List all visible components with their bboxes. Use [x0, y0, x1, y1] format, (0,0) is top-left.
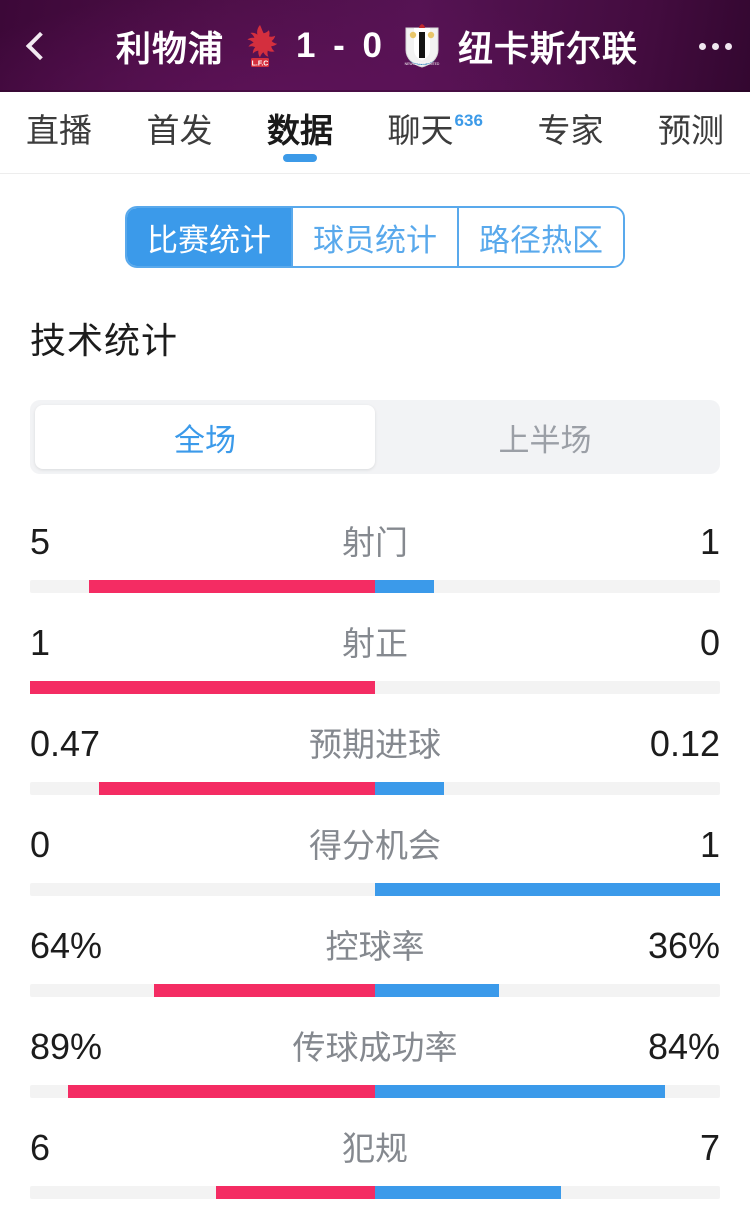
stat-bar-track	[30, 883, 720, 896]
stat-header: 64% 控球率 36%	[30, 920, 720, 968]
away-value: 1	[699, 521, 720, 562]
more-horizontal-icon	[698, 42, 706, 50]
tab-label: 聊天	[387, 111, 454, 149]
app-header: 利物浦 L.F.C 1 - 0 NEWCASTLE UNITED 纽卡斯尔联	[0, 0, 750, 92]
stat-bar-track	[30, 1085, 720, 1098]
tab-label: 数据	[267, 111, 334, 149]
away-value: 0.12	[649, 723, 720, 764]
home-value: 1	[30, 622, 51, 663]
segment-match-stats[interactable]: 比赛统计	[127, 208, 293, 266]
match-scoreline: 利物浦 L.F.C 1 - 0 NEWCASTLE UNITED 纽卡斯尔联	[74, 21, 680, 72]
home-value: 0.47	[30, 723, 101, 764]
stat-bar-track	[30, 580, 720, 593]
segmented-control: 比赛统计 球员统计 路径热区	[125, 206, 625, 268]
away-bar	[375, 1085, 665, 1098]
more-options-button[interactable]	[680, 0, 750, 92]
stat-row: 64% 控球率 36%	[30, 896, 720, 997]
tab-zhuanjia[interactable]: 专家	[537, 92, 603, 174]
stat-row: 0 得分机会 1	[30, 795, 720, 896]
tab-shoufa[interactable]: 首发	[147, 92, 213, 174]
away-team-name: 纽卡斯尔联	[458, 29, 639, 69]
segment-heatmap[interactable]: 路径热区	[459, 208, 623, 266]
segment-player-stats[interactable]: 球员统计	[293, 208, 459, 266]
home-value: 5	[30, 521, 51, 562]
chevron-left-icon	[25, 31, 55, 61]
stat-label: 传球成功率	[292, 1029, 458, 1066]
tab-liaotian[interactable]: 聊天 636	[388, 92, 483, 174]
chat-count-badge: 636	[454, 110, 483, 130]
tab-zhibo[interactable]: 直播	[26, 92, 92, 174]
period-full-match[interactable]: 全场	[35, 405, 375, 469]
stat-label: 射门	[342, 524, 408, 561]
home-value: 64%	[30, 925, 103, 966]
tab-yuce[interactable]: 预测	[658, 92, 724, 174]
home-value: 0	[30, 824, 51, 865]
primary-nav-tabs: 直播 首发 数据 聊天 636 专家 预测	[0, 92, 750, 174]
stat-row: 6 犯规 7	[30, 1098, 720, 1199]
home-bar	[154, 984, 375, 997]
away-value: 0	[699, 622, 720, 663]
away-bar	[375, 883, 720, 896]
svg-text:NEWCASTLE UNITED: NEWCASTLE UNITED	[405, 62, 440, 66]
home-bar	[216, 1186, 375, 1199]
svg-text:L.F.C: L.F.C	[252, 60, 269, 67]
section-title: 技术统计	[30, 320, 179, 361]
more-horizontal-icon	[711, 42, 719, 50]
tab-label: 首发	[146, 111, 213, 149]
tab-label: 专家	[537, 111, 604, 149]
away-bar	[375, 1186, 562, 1199]
stat-bar-track	[30, 681, 720, 694]
home-value: 89%	[30, 1026, 103, 1067]
active-tab-indicator	[283, 153, 318, 162]
liverpool-crest-icon: L.F.C	[247, 25, 278, 67]
stat-label: 控球率	[325, 928, 425, 965]
home-value: 6	[30, 1127, 51, 1168]
stat-row: 89% 传球成功率 84%	[30, 997, 720, 1098]
period-toggle: 全场 上半场	[30, 400, 720, 474]
stat-label: 预期进球	[309, 726, 441, 763]
home-team-name: 利物浦	[115, 29, 224, 69]
away-value: 36%	[647, 925, 720, 966]
stat-row: 0.47 预期进球 0.12	[30, 694, 720, 795]
tab-label: 预测	[657, 111, 724, 149]
stat-header: 0 得分机会 1	[30, 819, 720, 867]
away-value: 7	[699, 1127, 720, 1168]
stat-label: 犯规	[342, 1130, 408, 1167]
stat-bar-track	[30, 984, 720, 997]
stat-header: 5 射门 1	[30, 516, 720, 564]
stat-row: 1 射正 0	[30, 593, 720, 694]
score-value: 1 - 0	[295, 26, 387, 65]
stat-row: 5 射门 1	[30, 492, 720, 593]
stat-header: 89% 传球成功率 84%	[30, 1021, 720, 1069]
stat-header: 6 犯规 7	[30, 1122, 720, 1170]
home-bar	[67, 1085, 375, 1098]
away-bar	[375, 782, 444, 795]
away-value: 84%	[647, 1026, 720, 1067]
away-bar	[375, 580, 434, 593]
stat-bar-track	[30, 1186, 720, 1199]
away-bar	[375, 984, 500, 997]
stat-header: 0.47 预期进球 0.12	[30, 718, 720, 766]
period-first-half[interactable]: 上半场	[498, 422, 592, 458]
stat-label: 得分机会	[309, 827, 441, 864]
more-horizontal-icon	[724, 42, 732, 50]
tab-shuju[interactable]: 数据	[267, 92, 333, 174]
home-bar	[88, 580, 375, 593]
stat-bar-track	[30, 782, 720, 795]
technical-stats-list: 5 射门 1 1 射正 0 0.47 预期进球 0.12	[0, 492, 750, 1199]
stat-header: 1 射正 0	[30, 617, 720, 665]
away-value: 1	[699, 824, 720, 865]
home-bar	[99, 782, 375, 795]
home-bar	[30, 681, 375, 694]
tab-label: 直播	[26, 111, 92, 149]
stats-view-switcher: 比赛统计 球员统计 路径热区	[0, 174, 750, 268]
newcastle-crest-icon: NEWCASTLE UNITED	[405, 24, 440, 68]
stat-label: 射正	[342, 625, 408, 662]
back-button[interactable]	[0, 0, 74, 92]
